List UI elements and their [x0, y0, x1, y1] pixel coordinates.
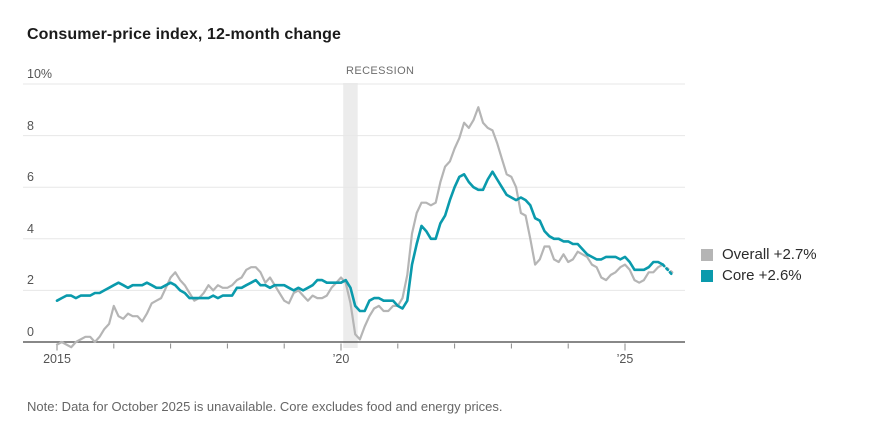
y-axis-label: 6: [27, 170, 34, 185]
legend-item-core: Core +2.6%: [701, 267, 817, 284]
y-axis-label: 0: [27, 325, 34, 339]
legend-item-overall: Overall +2.7%: [701, 246, 817, 263]
chart-title: Consumer-price index, 12-month change: [27, 26, 341, 43]
y-axis-label: 8: [27, 118, 34, 133]
y-axis-label: 10%: [27, 67, 53, 81]
y-axis-label: 4: [27, 221, 34, 236]
x-axis-label: 2015: [43, 352, 71, 366]
legend-label-core: Core +2.6%: [722, 267, 802, 284]
recession-annotation: RECESSION: [346, 65, 415, 77]
x-axis-label: ’20: [332, 352, 350, 366]
legend-label-overall: Overall +2.7%: [722, 246, 817, 263]
source-note: Note: Data for October 2025 is unavailab…: [27, 399, 503, 414]
core-series-swatch-icon: [701, 269, 713, 282]
x-axis-label: ’25: [616, 352, 634, 366]
y-axis-label: 2: [27, 273, 34, 288]
overall-series-swatch-icon: [701, 248, 713, 261]
chart-legend: Overall +2.7% Core +2.6%: [701, 246, 817, 284]
